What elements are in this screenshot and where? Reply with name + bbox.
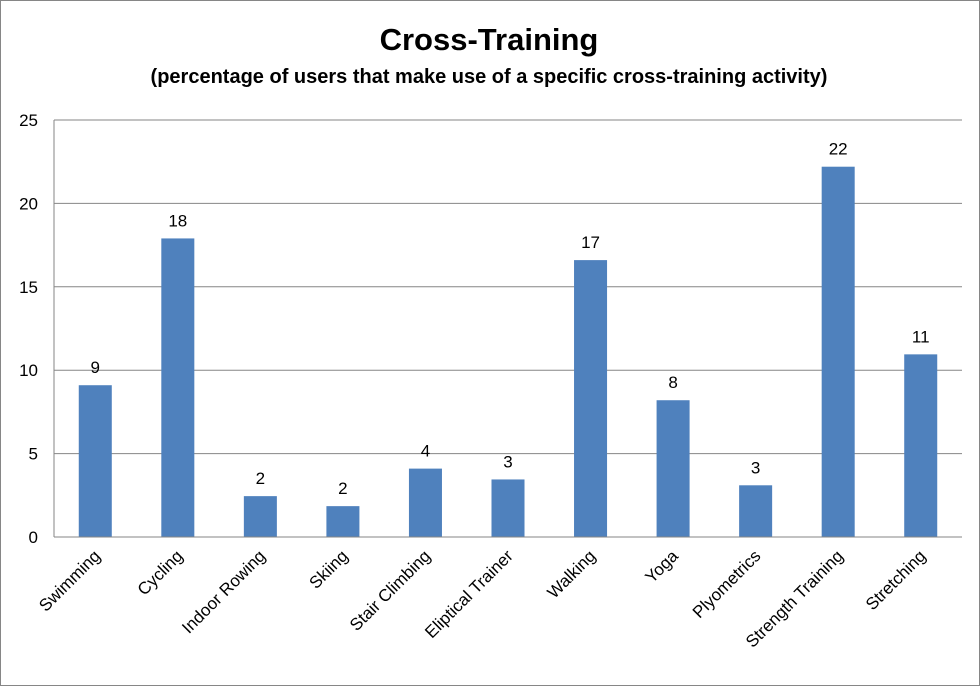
y-tick-label: 15 [19,278,38,297]
y-tick-label: 10 [19,361,38,380]
x-tick-label: Walking [544,546,600,602]
data-label: 3 [751,458,760,477]
y-tick-label: 25 [19,111,38,130]
data-label: 2 [338,479,347,498]
y-axis-tick-labels: 0 5 10 15 20 25 [19,111,38,547]
x-tick-label: Swimming [35,546,104,615]
data-label: 17 [581,233,600,252]
gridlines [54,119,962,455]
y-tick-label: 20 [19,194,38,213]
x-tick-label: Eliptical Trainer [421,546,517,642]
x-tick-label: Stair Climbing [346,546,434,634]
x-tick-label: Stretching [862,546,930,614]
bar-stretching [904,354,938,537]
chart-title: Cross-Training [379,22,599,57]
bar-stair-climbing [408,468,442,537]
y-tick-label: 0 [29,528,38,547]
y-tick-label: 5 [29,445,38,464]
data-label: 2 [256,469,265,488]
data-label: 4 [421,442,430,461]
x-tick-label: Cycling [134,546,187,599]
bar-skiing [326,506,360,537]
bar-series [78,166,938,538]
data-label: 18 [168,211,187,230]
bar-cycling [161,238,195,538]
x-tick-label: Skiing [306,546,352,592]
data-label: 9 [91,358,100,377]
chart-subtitle: (percentage of users that make use of a … [150,66,828,88]
data-label: 8 [668,373,677,392]
bar-strength-training [821,166,855,538]
x-tick-label: Indoor Rowing [178,546,269,637]
data-label: 3 [503,452,512,471]
bar-indoor-rowing [243,496,277,537]
axes [53,120,962,538]
bar-plyometrics [739,485,773,537]
bar-eliptical-trainer [491,479,525,537]
bar-walking [574,260,608,537]
x-tick-label: Yoga [642,546,683,587]
data-label: 11 [912,327,930,346]
data-label: 22 [829,140,848,159]
x-tick-label: Plyometrics [689,546,765,622]
bar-yoga [656,400,690,537]
bar-swimming [78,385,112,537]
